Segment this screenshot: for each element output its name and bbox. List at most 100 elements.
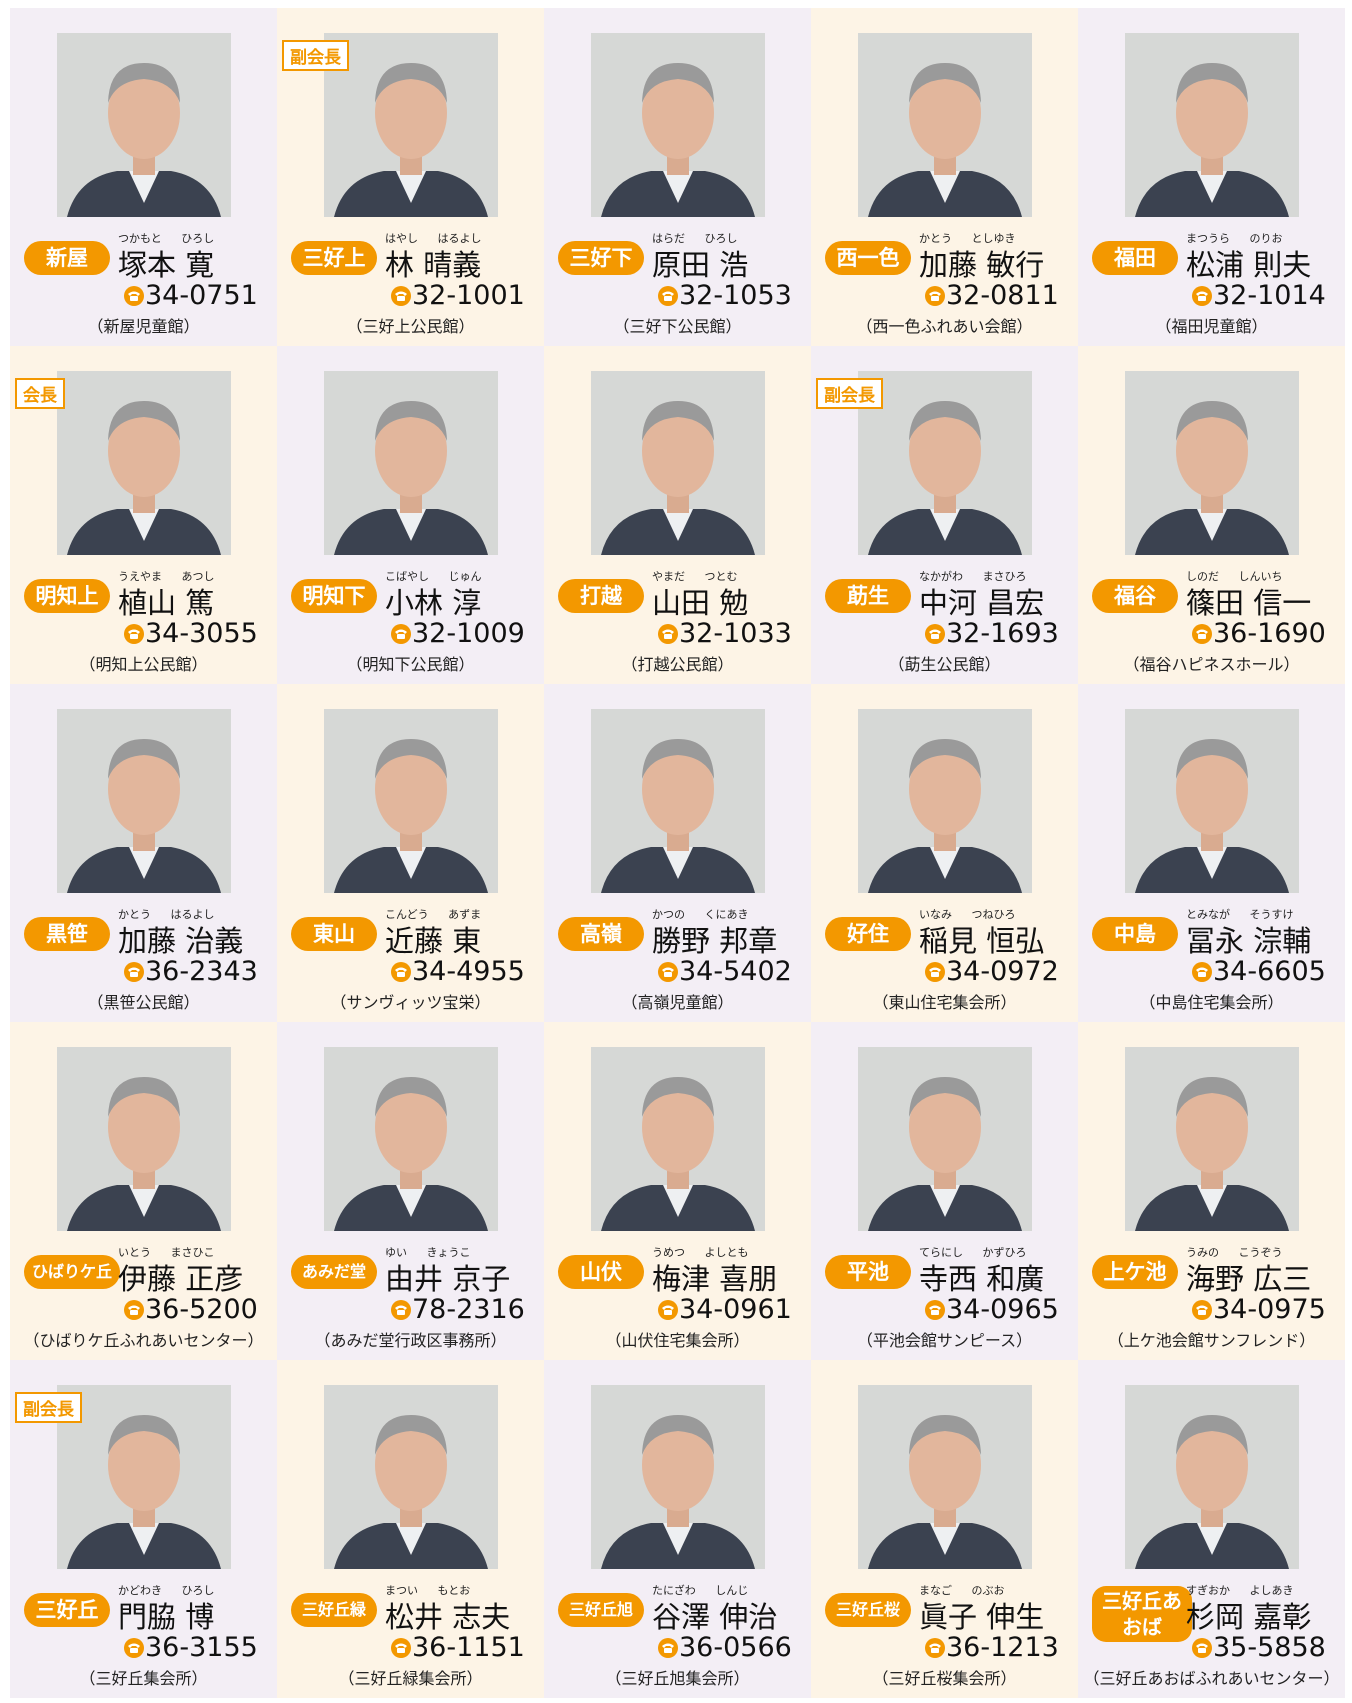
venue: （福谷ハピネスホール） xyxy=(1078,651,1345,675)
member-card: 三好丘旭たにざわ しんじ谷澤 伸治36-0566（三好丘旭集会所） xyxy=(544,1360,811,1698)
venue: （ひばりケ丘ふれあいセンター） xyxy=(10,1327,277,1351)
portrait xyxy=(324,371,498,555)
phone-row: 34-3055 xyxy=(123,618,258,649)
venue: （西一色ふれあい会館） xyxy=(811,313,1078,337)
phone-icon xyxy=(390,1637,412,1659)
phone-icon xyxy=(390,623,412,645)
member-name: 塚本 寛 xyxy=(118,242,214,284)
phone-number: 34-0975 xyxy=(1213,1294,1326,1325)
phone-number: 36-3155 xyxy=(145,1632,258,1663)
phone-row: 34-0751 xyxy=(123,280,258,311)
venue: （あみだ堂行政区事務所） xyxy=(277,1327,544,1351)
phone-row: 34-0965 xyxy=(924,1294,1059,1325)
phone-row: 78-2316 xyxy=(390,1294,525,1325)
phone-number: 34-4955 xyxy=(412,956,525,987)
phone-icon xyxy=(123,623,145,645)
venue: （明知上公民館） xyxy=(10,651,277,675)
member-card: 中島とみなが そうすけ冨永 淙輔34-6605（中島住宅集会所） xyxy=(1078,684,1345,1022)
area-badge: 高嶺 xyxy=(558,917,644,951)
area-badge: 好住 xyxy=(825,917,911,951)
portrait xyxy=(324,33,498,217)
phone-row: 34-4955 xyxy=(390,956,525,987)
area-badge: 三好丘桜 xyxy=(825,1593,911,1627)
member-name: 小林 淳 xyxy=(385,580,481,622)
venue: （三好丘集会所） xyxy=(10,1665,277,1689)
phone-icon xyxy=(1191,285,1213,307)
area-badge: 福田 xyxy=(1092,241,1178,275)
phone-icon xyxy=(123,961,145,983)
phone-icon xyxy=(657,1299,679,1321)
phone-number: 32-1033 xyxy=(679,618,792,649)
member-name: 冨永 淙輔 xyxy=(1186,918,1311,960)
phone-number: 36-2343 xyxy=(145,956,258,987)
venue: （高嶺児童館） xyxy=(544,989,811,1013)
member-card: 西一色かとう としゆき加藤 敏行32-0811（西一色ふれあい会館） xyxy=(811,8,1078,346)
phone-number: 32-1001 xyxy=(412,280,525,311)
phone-number: 34-0961 xyxy=(679,1294,792,1325)
phone-icon xyxy=(924,623,946,645)
phone-number: 35-5858 xyxy=(1213,1632,1326,1663)
portrait xyxy=(591,371,765,555)
venue: （新屋児童館） xyxy=(10,313,277,337)
member-name: 伊藤 正彦 xyxy=(118,1256,243,1298)
phone-row: 34-0961 xyxy=(657,1294,792,1325)
area-badge: 黒笹 xyxy=(24,917,110,951)
phone-icon xyxy=(924,961,946,983)
member-name: 植山 篤 xyxy=(118,580,214,622)
member-card: 三好丘桜まなご のぶお眞子 伸生36-1213（三好丘桜集会所） xyxy=(811,1360,1078,1698)
portrait xyxy=(858,371,1032,555)
portrait xyxy=(57,371,231,555)
member-name: 林 晴義 xyxy=(385,242,481,284)
area-badge: 明知下 xyxy=(291,579,377,613)
member-card: 三好下はらだ ひろし原田 浩32-1053（三好下公民館） xyxy=(544,8,811,346)
phone-icon xyxy=(924,1299,946,1321)
phone-row: 32-1014 xyxy=(1191,280,1326,311)
phone-row: 32-1033 xyxy=(657,618,792,649)
phone-row: 35-5858 xyxy=(1191,1632,1326,1663)
phone-number: 34-5402 xyxy=(679,956,792,987)
venue: （中島住宅集会所） xyxy=(1078,989,1345,1013)
area-badge: ひばりケ丘 xyxy=(24,1255,120,1289)
member-card: 副会長三好丘かどわき ひろし門脇 博36-3155（三好丘集会所） xyxy=(10,1360,277,1698)
phone-number: 32-1693 xyxy=(946,618,1059,649)
member-name: 眞子 伸生 xyxy=(919,1594,1044,1636)
phone-row: 36-1213 xyxy=(924,1632,1059,1663)
area-badge: 莇生 xyxy=(825,579,911,613)
phone-number: 32-1014 xyxy=(1213,280,1326,311)
area-badge: 打越 xyxy=(558,579,644,613)
member-card: 上ケ池うみの こうぞう海野 広三34-0975（上ケ池会館サンフレンド） xyxy=(1078,1022,1345,1360)
phone-row: 34-0975 xyxy=(1191,1294,1326,1325)
portrait xyxy=(57,1047,231,1231)
portrait xyxy=(1125,33,1299,217)
venue: （三好丘緑集会所） xyxy=(277,1665,544,1689)
portrait xyxy=(57,33,231,217)
area-badge: 三好丘緑 xyxy=(291,1593,377,1627)
phone-icon xyxy=(657,961,679,983)
member-name: 杉岡 嘉彰 xyxy=(1186,1594,1311,1636)
phone-icon xyxy=(123,1299,145,1321)
member-name: 梅津 喜朋 xyxy=(652,1256,777,1298)
member-card: 副会長三好上はやし はるよし林 晴義32-1001（三好上公民館） xyxy=(277,8,544,346)
member-name: 原田 浩 xyxy=(652,242,748,284)
role-label: 副会長 xyxy=(816,378,883,409)
phone-row: 34-6605 xyxy=(1191,956,1326,987)
phone-icon xyxy=(390,1299,412,1321)
phone-row: 34-0972 xyxy=(924,956,1059,987)
phone-row: 32-1001 xyxy=(390,280,525,311)
area-badge: 三好丘旭 xyxy=(558,1593,644,1627)
portrait xyxy=(324,709,498,893)
portrait xyxy=(591,1047,765,1231)
portrait xyxy=(1125,1385,1299,1569)
portrait xyxy=(1125,371,1299,555)
phone-icon xyxy=(1191,1637,1213,1659)
phone-number: 34-0751 xyxy=(145,280,258,311)
area-badge: 中島 xyxy=(1092,917,1178,951)
phone-icon xyxy=(1191,623,1213,645)
phone-icon xyxy=(924,1637,946,1659)
member-name: 稲見 恒弘 xyxy=(919,918,1044,960)
